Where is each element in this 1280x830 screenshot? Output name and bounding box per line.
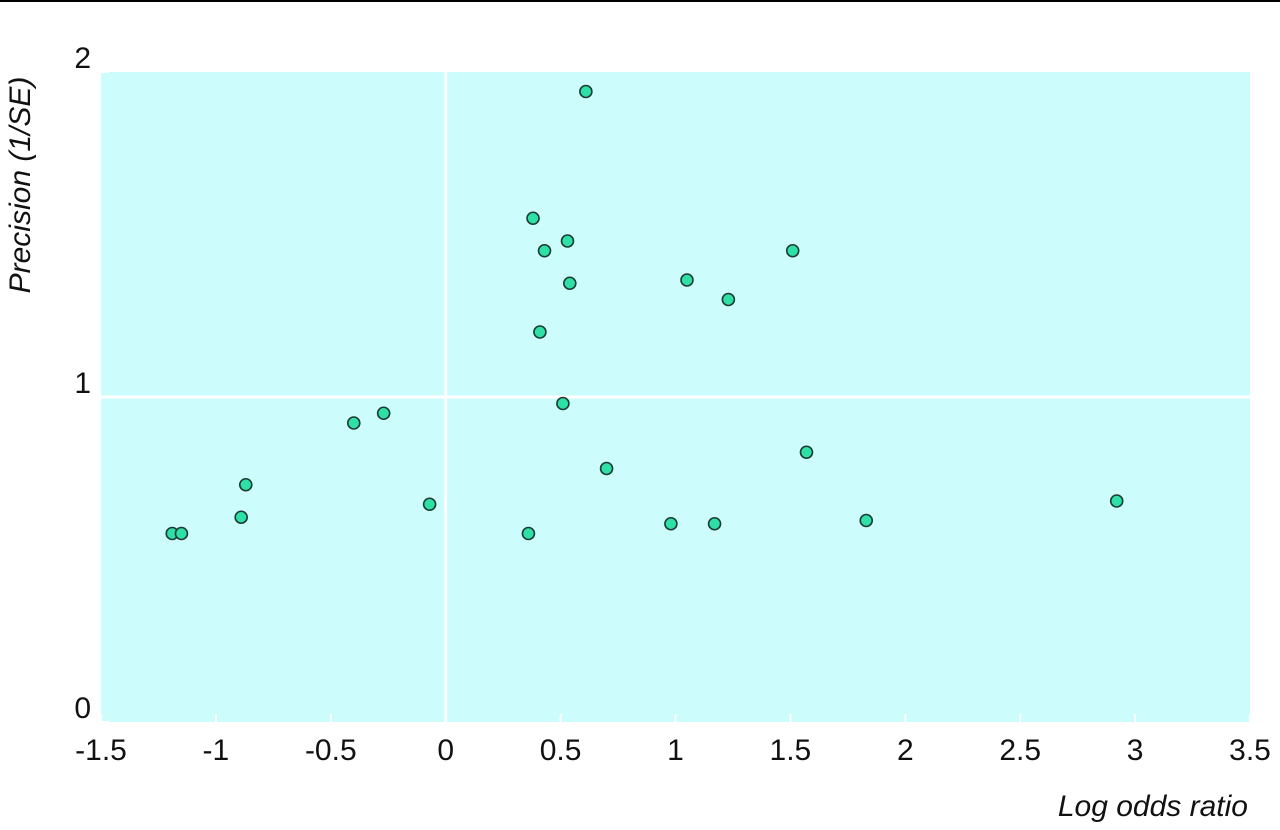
x-tick-label: -0.5 — [305, 734, 357, 767]
data-point — [238, 477, 253, 492]
data-point — [707, 516, 722, 531]
x-tick-label: 3.5 — [1229, 734, 1271, 767]
data-point — [579, 84, 593, 99]
x-tick-label: 0.5 — [540, 734, 582, 767]
data-point — [422, 497, 437, 512]
data-point — [521, 526, 536, 541]
data-point — [562, 276, 577, 291]
data-point — [556, 396, 570, 411]
data-point — [799, 445, 814, 460]
y-tick-label: 2 — [74, 42, 91, 75]
x-tick-label: 1.5 — [770, 734, 812, 767]
x-tick-label: 2.5 — [999, 734, 1041, 767]
data-point — [533, 325, 547, 339]
y-axis-title: Precision (1/SE) — [4, 77, 37, 294]
data-point — [664, 516, 678, 531]
data-point — [560, 234, 575, 248]
data-point — [785, 243, 800, 258]
data-point — [376, 406, 391, 421]
x-tick-label: 2 — [897, 734, 914, 767]
data-point — [859, 513, 874, 528]
data-point — [599, 461, 614, 476]
data-point — [234, 510, 248, 525]
data-point — [537, 243, 552, 258]
data-point — [526, 211, 540, 226]
x-tick-label: -1 — [203, 734, 230, 767]
data-point — [680, 273, 694, 287]
y-tick-label: 1 — [74, 367, 91, 400]
data-point — [1109, 494, 1124, 508]
data-point — [721, 292, 736, 307]
x-tick-label: 1 — [667, 734, 684, 767]
y-tick-label: 0 — [74, 692, 91, 725]
x-tick-label: 0 — [437, 734, 454, 767]
data-point — [174, 526, 189, 541]
data-point — [346, 416, 361, 430]
x-tick-label: 3 — [1127, 734, 1144, 767]
x-tick-label: -1.5 — [75, 734, 127, 767]
x-axis-title: Log odds ratio — [1058, 790, 1248, 823]
